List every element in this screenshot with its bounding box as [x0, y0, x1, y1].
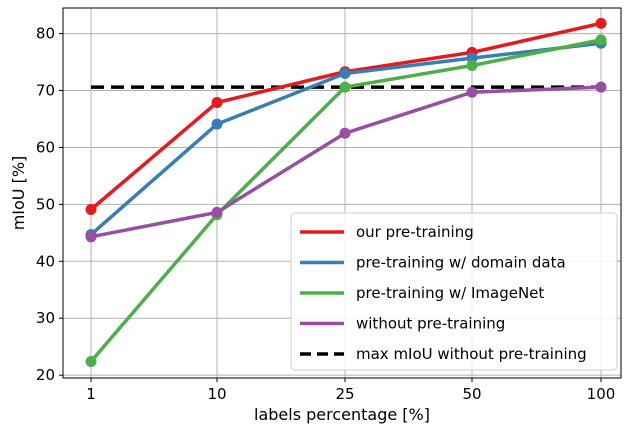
legend-box: [290, 212, 618, 371]
data-point: [339, 67, 351, 79]
x-tick-label: 10: [207, 385, 226, 403]
legend-label: without pre-training: [356, 315, 505, 333]
series-2: [85, 37, 607, 241]
data-point: [211, 206, 223, 218]
data-point: [466, 59, 478, 71]
y-tick-label: 40: [36, 252, 55, 270]
x-tick-label: 1: [86, 385, 96, 403]
legend-label: max mIoU without pre-training: [356, 345, 587, 363]
series-group: [85, 17, 607, 367]
x-axis-label: labels percentage [%]: [254, 405, 430, 424]
x-axis-ticks: 1 10 25 50 100: [86, 378, 615, 403]
data-point: [85, 231, 97, 243]
x-tick-label: 25: [335, 385, 354, 403]
data-point: [339, 127, 351, 139]
y-tick-label: 20: [36, 366, 55, 384]
data-point: [595, 34, 607, 46]
x-tick-label: 50: [462, 385, 481, 403]
data-point: [211, 118, 223, 130]
y-tick-label: 50: [36, 195, 55, 213]
y-tick-label: 60: [36, 138, 55, 156]
y-tick-label: 30: [36, 309, 55, 327]
series-4: [85, 81, 607, 243]
plot-frame: [62, 7, 622, 379]
y-tick-label: 80: [36, 25, 55, 43]
data-point: [211, 96, 223, 108]
x-tick-label: 100: [587, 385, 616, 403]
data-point: [466, 86, 478, 98]
legend-label: pre-training w/ ImageNet: [356, 284, 544, 302]
legend-label: our pre-training: [356, 223, 474, 241]
data-point: [595, 81, 607, 93]
y-axis-label: mIoU [%]: [9, 156, 28, 231]
y-tick-label: 70: [36, 82, 55, 100]
y-axis-ticks: 20 30 40 50 60 70 80: [36, 25, 63, 384]
data-point: [339, 81, 351, 93]
legend: our pre-training pre-training w/ domain d…: [290, 212, 618, 371]
data-point: [85, 204, 97, 216]
legend-label: pre-training w/ domain data: [356, 254, 566, 272]
data-point: [85, 355, 97, 367]
data-point: [595, 17, 607, 29]
series-1: [85, 17, 607, 216]
